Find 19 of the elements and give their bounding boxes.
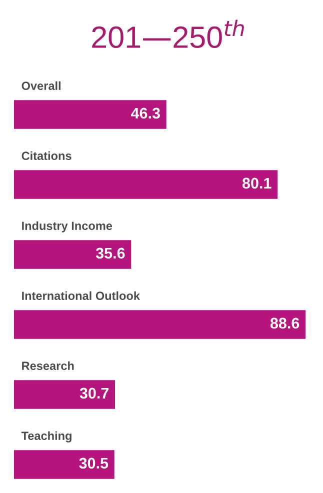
y-tick-label: Research — [22, 361, 74, 370]
bar — [14, 100, 166, 129]
data-label: 80.1 — [242, 178, 272, 189]
bar — [14, 450, 114, 479]
data-label: 46.3 — [131, 108, 160, 119]
y-tick-label: International Outlook — [22, 291, 140, 300]
y-tick-label: Industry Income — [22, 221, 112, 232]
data-label: 35.6 — [96, 248, 125, 259]
y-tick-label: Overall — [22, 81, 60, 90]
bar — [14, 310, 306, 339]
y-tick-label: Teaching — [21, 431, 72, 442]
bar — [14, 170, 278, 199]
chart-title: 201—250$^{th}$ — [92, 20, 244, 48]
bar — [14, 240, 132, 269]
bar — [14, 380, 116, 409]
y-tick-label: Citations — [22, 151, 72, 160]
data-label: 30.7 — [80, 388, 109, 399]
data-label: 30.5 — [79, 458, 108, 469]
data-label: 88.6 — [270, 318, 300, 329]
